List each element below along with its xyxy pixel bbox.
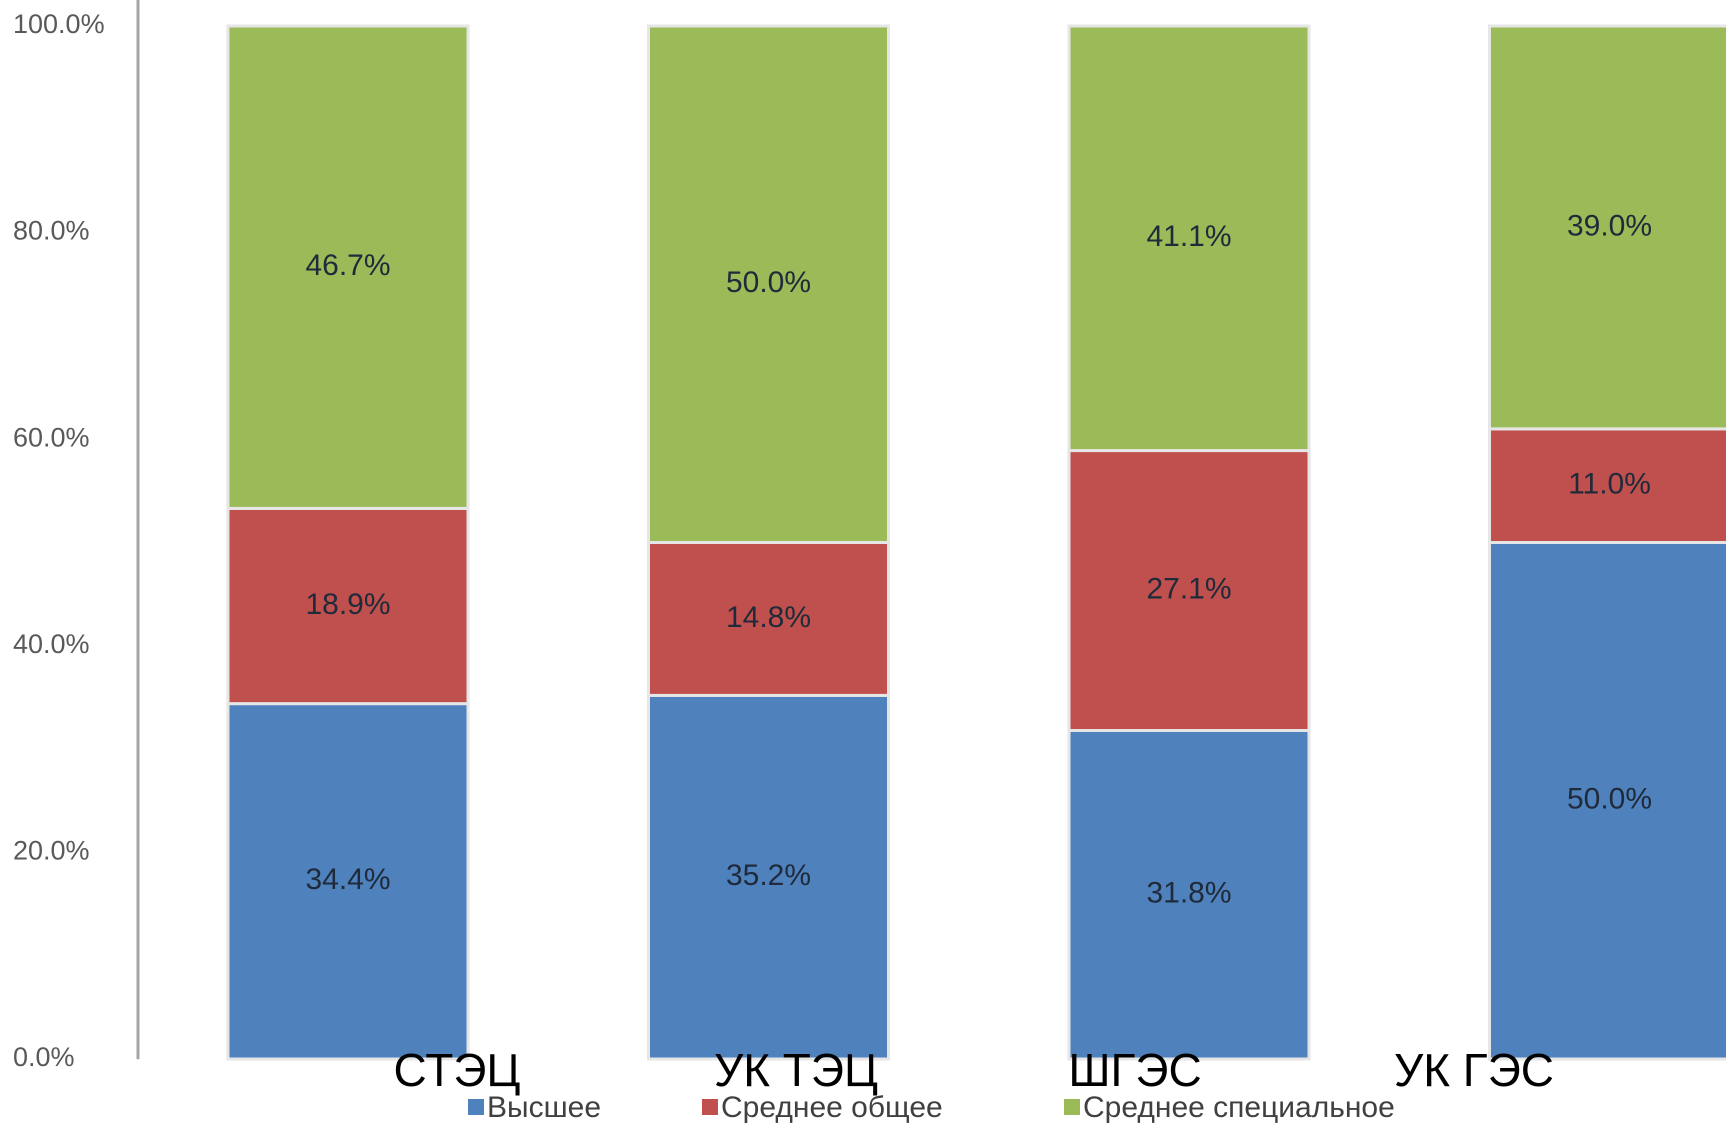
y-tick-label: 40.0%: [13, 629, 90, 659]
value-label: 27.1%: [1146, 572, 1231, 605]
value-label: 34.4%: [305, 863, 390, 896]
bar-segment: [1067, 729, 1311, 1061]
legend-swatch: [1064, 1099, 1080, 1115]
bar-segment: [226, 506, 470, 706]
value-label: 50.0%: [726, 266, 811, 299]
value-label: 41.1%: [1146, 220, 1231, 253]
legend-label: Среднее общее: [721, 1091, 943, 1124]
legend-label: Среднее специальное: [1083, 1091, 1395, 1124]
bar-segment: [647, 693, 890, 1061]
bar-segment: [226, 24, 470, 510]
bar-segment: [647, 24, 890, 544]
y-tick-label: 100.0%: [13, 9, 105, 39]
bar-segment: [226, 702, 470, 1061]
value-label: 18.9%: [305, 588, 390, 621]
value-label: 46.7%: [305, 249, 390, 282]
bar-segment: [1067, 24, 1311, 453]
x-tick-label: ШГЭС: [1068, 1044, 1201, 1096]
value-label: 50.0%: [1567, 783, 1652, 816]
y-tick-label: 0.0%: [13, 1042, 75, 1072]
value-label: 11.0%: [1568, 468, 1651, 501]
bar-segment: [1067, 449, 1311, 733]
legend-swatch: [702, 1099, 718, 1115]
y-tick-label: 20.0%: [13, 836, 90, 866]
x-tick-label: УК ТЭЦ: [714, 1044, 878, 1096]
legend-label: Высшее: [487, 1091, 601, 1124]
x-tick-label: СТЭЦ: [394, 1044, 521, 1096]
value-label: 31.8%: [1146, 877, 1231, 910]
y-tick-label: 60.0%: [13, 422, 90, 452]
bar-segment: [647, 541, 890, 697]
value-label: 35.2%: [726, 859, 811, 892]
legend-swatch: [468, 1099, 484, 1115]
value-label: 14.8%: [726, 601, 811, 634]
bar-segment: [1488, 24, 1726, 431]
y-tick-label: 80.0%: [13, 216, 90, 246]
value-label: 39.0%: [1567, 209, 1652, 242]
x-tick-label: УК ГЭС: [1394, 1044, 1554, 1096]
